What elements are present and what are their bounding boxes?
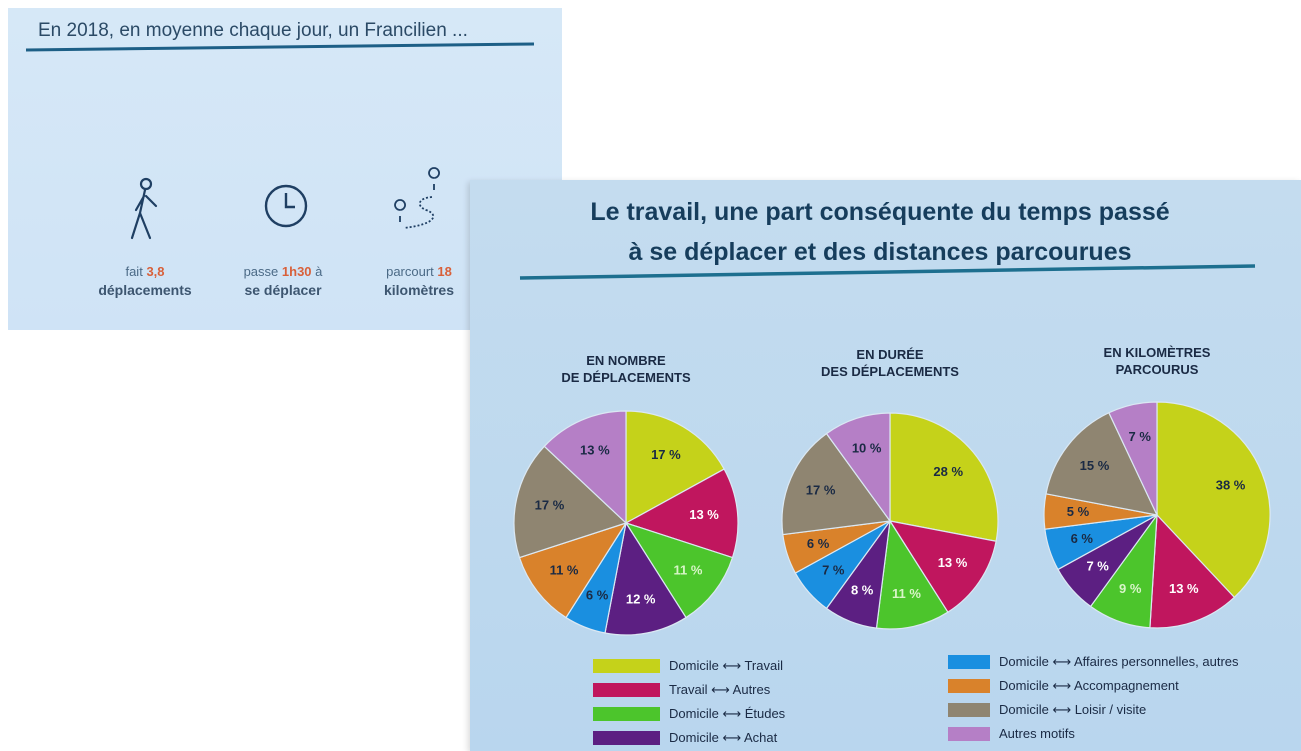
legend-label: Travail ⟷ Autres: [669, 682, 770, 698]
legend-swatch: [948, 679, 990, 693]
stat-verb: parcourt: [386, 264, 434, 279]
legend-item: Domicile ⟷ Études: [593, 706, 785, 722]
stat-verb: passe: [244, 264, 279, 279]
title-underline: [26, 44, 534, 50]
legend-label: Autres motifs: [999, 726, 1075, 741]
stat: passe 1h30 à se déplacer: [208, 262, 358, 300]
stat-number: 18: [437, 264, 451, 279]
legend-label: Domicile ⟷ Loisir / visite: [999, 702, 1146, 718]
stat-line: fait 3,8: [70, 262, 220, 281]
legend-item: Domicile ⟷ Achat: [593, 730, 777, 746]
legend-item: Domicile ⟷ Affaires personnelles, autres: [948, 654, 1239, 670]
pie-title: EN KILOMÈTRES PARCOURUS: [1047, 344, 1267, 378]
legend-item: Domicile ⟷ Travail: [593, 658, 783, 674]
slide-2: Le travail, une part conséquente du temp…: [470, 180, 1301, 751]
legend-swatch: [948, 655, 990, 669]
legend-swatch: [593, 731, 660, 745]
legend-label: Domicile ⟷ Travail: [669, 658, 783, 674]
legend-swatch: [593, 659, 660, 673]
pie-title: EN NOMBRE DE DÉPLACEMENTS: [516, 352, 736, 386]
clock-icon: [266, 186, 306, 226]
legend-swatch: [593, 707, 660, 721]
stat-line: passe 1h30 à: [208, 262, 358, 281]
legend-item: Domicile ⟷ Accompagnement: [948, 678, 1179, 694]
legend-label: Domicile ⟷ Études: [669, 706, 785, 722]
legend-label: Domicile ⟷ Achat: [669, 730, 777, 746]
legend-item: Domicile ⟷ Loisir / visite: [948, 702, 1146, 718]
stat-verb: fait: [125, 264, 142, 279]
page: En 2018, en moyenne chaque jour, un Fran…: [0, 0, 1301, 751]
legend: Domicile ⟷ Travail Travail ⟷ Autres Domici…: [470, 180, 1301, 751]
pie-title: EN DURÉE DES DÉPLACEMENTS: [780, 346, 1000, 380]
stat-unit: déplacements: [70, 281, 220, 300]
stat-number: 3,8: [146, 264, 164, 279]
walk-icon: [132, 179, 156, 238]
legend-label: Domicile ⟷ Accompagnement: [999, 678, 1179, 694]
legend-item: Travail ⟷ Autres: [593, 682, 770, 698]
legend-item: Autres motifs: [948, 726, 1075, 741]
stat-number: 1h30: [282, 264, 312, 279]
stat-unit: se déplacer: [208, 281, 358, 300]
legend-label: Domicile ⟷ Affaires personnelles, autres: [999, 654, 1239, 670]
stat: fait 3,8 déplacements: [70, 262, 220, 300]
legend-swatch: [948, 727, 990, 741]
legend-swatch: [948, 703, 990, 717]
legend-swatch: [593, 683, 660, 697]
stat-suffix: à: [315, 264, 322, 279]
route-icon: [395, 168, 439, 228]
